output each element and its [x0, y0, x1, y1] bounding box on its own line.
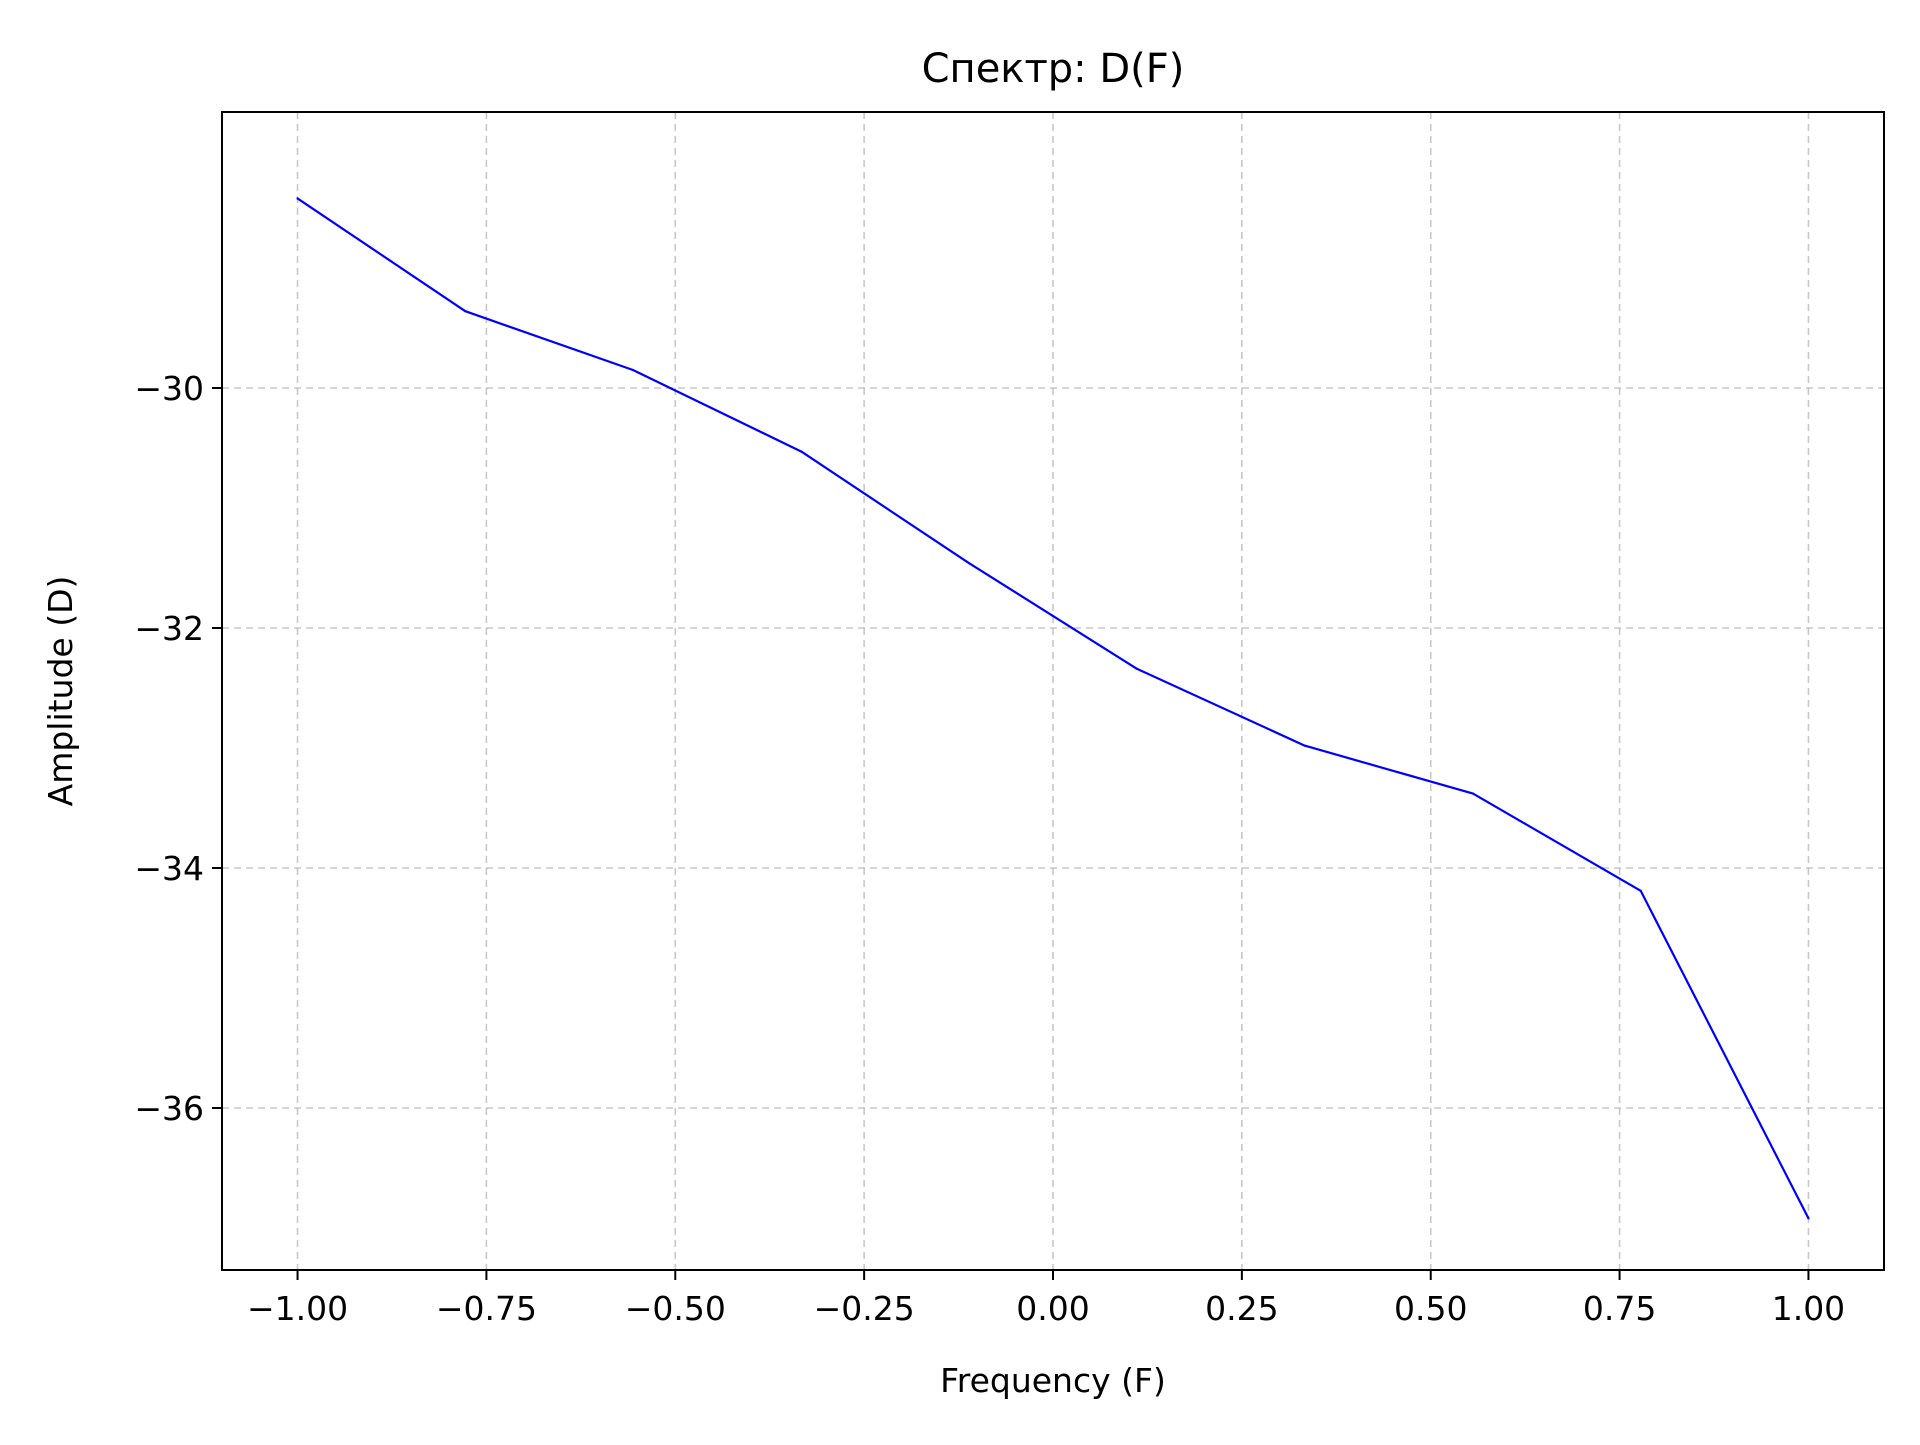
data-point — [1807, 1217, 1810, 1220]
x-tick-label: −0.25 — [814, 1289, 915, 1328]
y-axis-ticks: −30 −32 −34 −36 — [134, 369, 222, 1128]
y-tick-label: −32 — [134, 609, 204, 648]
series-layer — [296, 197, 1810, 1220]
data-point — [1639, 889, 1642, 892]
chart-title: Спектр: D(F) — [922, 46, 1185, 92]
data-point — [631, 368, 635, 372]
y-tick-label: −34 — [134, 849, 204, 888]
data-point — [464, 310, 467, 313]
grid — [222, 112, 1884, 1270]
x-tick-label: −0.75 — [436, 1289, 537, 1328]
series-line — [296, 197, 1810, 1219]
x-tick-label: −1.00 — [247, 1289, 348, 1328]
data-point — [800, 450, 803, 453]
data-point — [1135, 667, 1138, 670]
data-point — [1303, 744, 1306, 747]
x-tick-label: 0.25 — [1205, 1289, 1278, 1328]
y-axis-label: Amplitude (D) — [41, 576, 80, 807]
data-point — [296, 197, 299, 200]
x-tick-label: −0.50 — [625, 1289, 726, 1328]
data-point — [1471, 792, 1475, 795]
x-tick-label: 1.00 — [1772, 1289, 1845, 1328]
y-tick-label: −36 — [134, 1089, 204, 1128]
y-tick-label: −30 — [134, 369, 204, 408]
x-tick-label: 0.00 — [1016, 1289, 1089, 1328]
data-point — [968, 562, 971, 565]
x-tick-label: 0.75 — [1583, 1289, 1656, 1328]
x-tick-label: 0.50 — [1394, 1289, 1467, 1328]
x-axis-label: Frequency (F) — [940, 1361, 1166, 1400]
x-axis-ticks: −1.00 −0.75 −0.50 −0.25 0.00 0.25 0.50 0.75 1.00 — [247, 1270, 1845, 1328]
